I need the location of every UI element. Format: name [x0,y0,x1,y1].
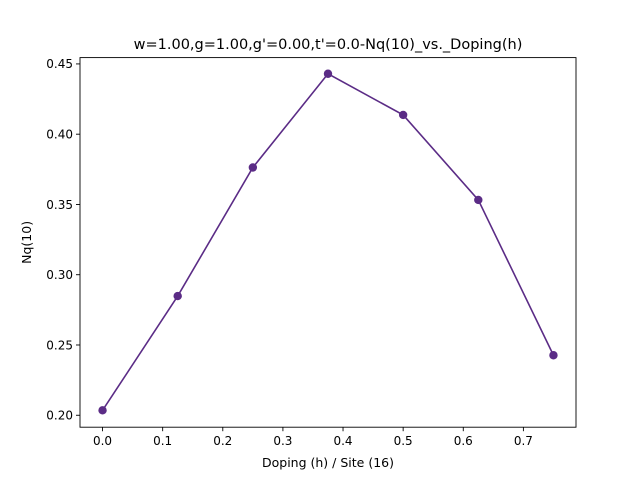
y-tick-label: 0.40 [46,127,73,141]
y-tick-label: 0.25 [46,338,73,352]
y-axis-label: Nq(10) [19,221,34,264]
x-axis-label: Doping (h) / Site (16) [262,455,394,470]
data-point [474,195,483,205]
x-tick-label: 0.6 [454,434,473,448]
data-point [323,69,333,78]
plot-frame [79,57,577,428]
x-tick-label: 0.0 [93,434,112,448]
y-tick-label: 0.30 [46,268,73,282]
x-tick-label: 0.5 [394,434,413,448]
data-point [248,163,258,172]
x-tick-label: 0.7 [514,434,533,448]
y-tick-label: 0.35 [46,198,73,212]
y-tick-label: 0.45 [46,57,73,71]
x-tick-label: 0.1 [153,434,172,448]
data-point [98,406,107,415]
chart-title: w=1.00,g=1.00,g'=0.00,t'=0.0-Nq(10)_vs._… [134,37,523,53]
x-axis-ticks: 0.0 0.1 0.2 0.3 0.4 0.5 0.6 0.7 [93,427,533,448]
series-markers [98,69,558,415]
x-tick-label: 0.3 [273,434,292,448]
y-tick-label: 0.20 [46,409,73,423]
data-point [173,291,182,301]
x-tick-label: 0.4 [333,434,352,448]
series-line [101,72,555,411]
x-tick-label: 0.2 [213,434,232,448]
data-point [549,351,558,360]
y-axis-ticks: 0.20 0.25 0.30 0.35 0.40 0.45 [46,57,80,423]
data-point [398,110,408,120]
